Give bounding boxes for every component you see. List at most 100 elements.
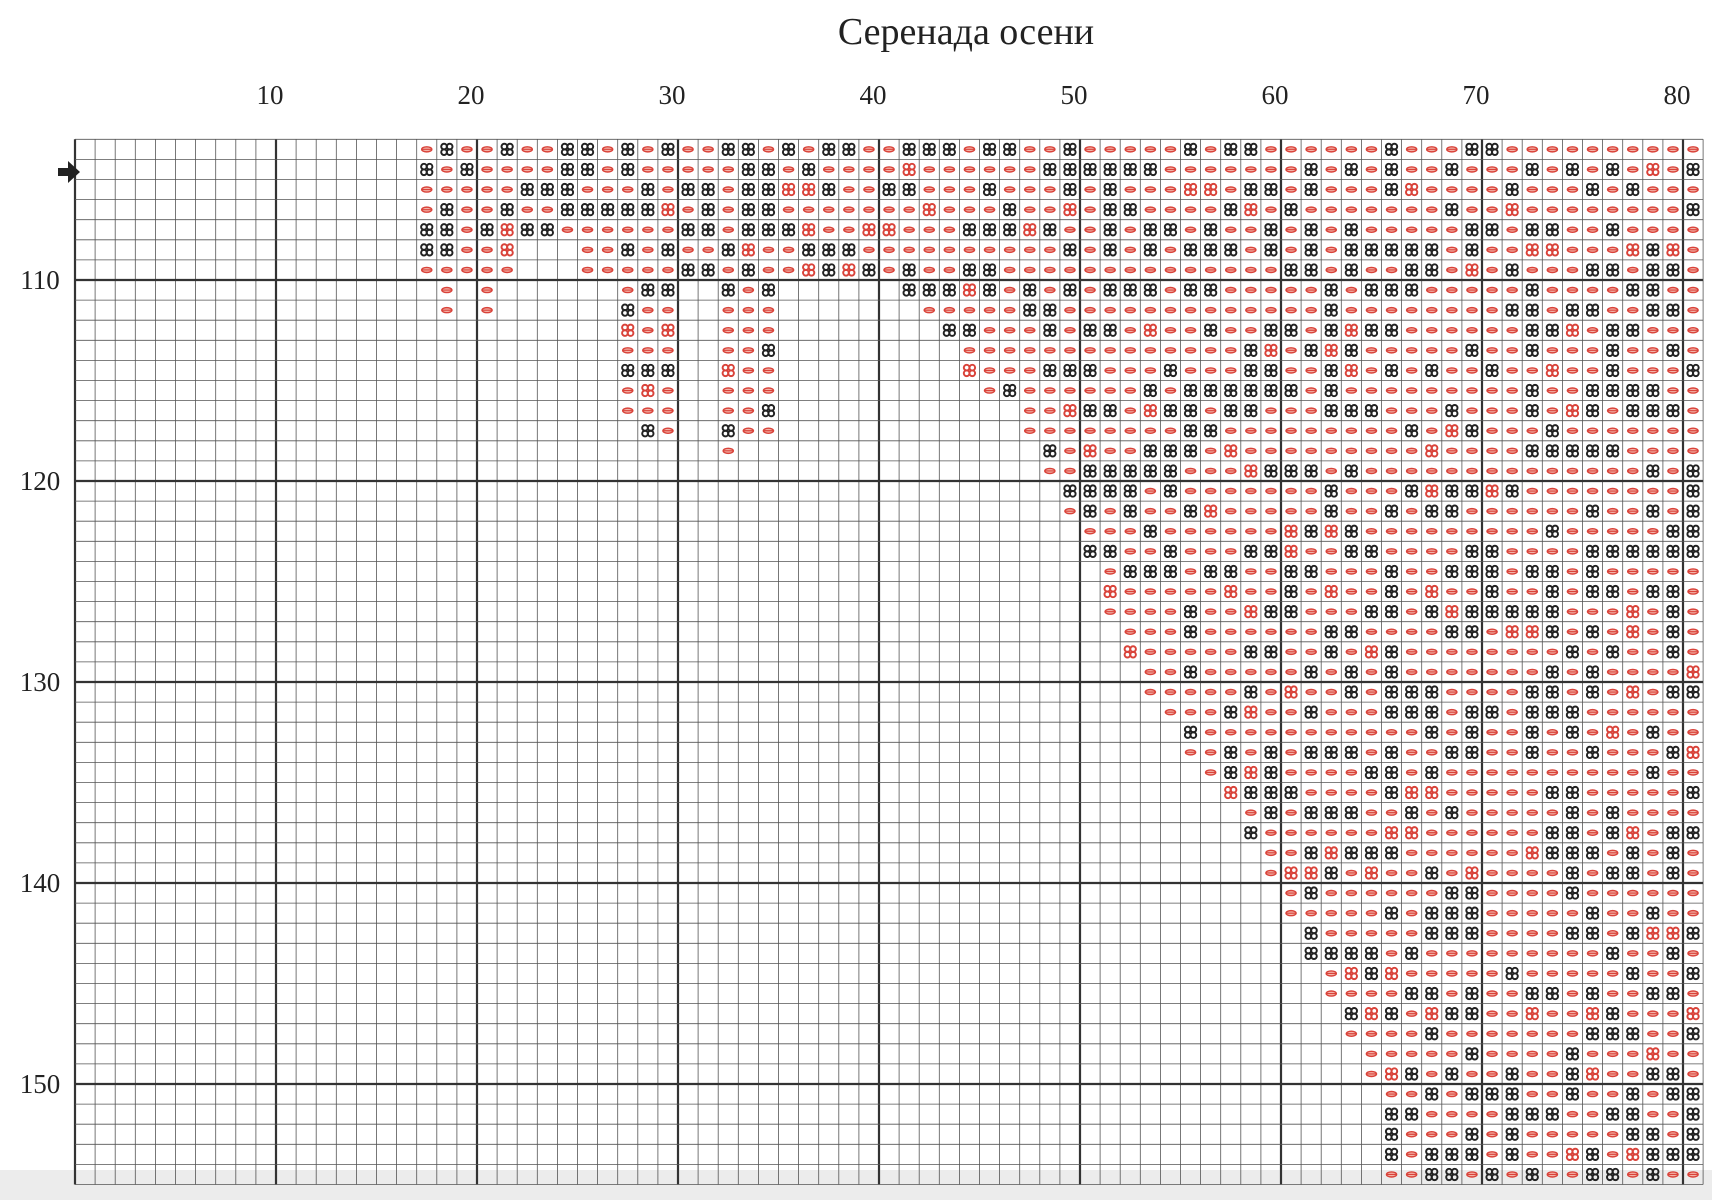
stitch-symbol [1104, 347, 1116, 354]
stitch-symbol [1405, 769, 1418, 776]
stitch-symbol [1606, 688, 1619, 696]
stitch-symbol [1647, 608, 1659, 615]
stitch-symbol [1446, 306, 1458, 314]
column-label: 60 [1262, 80, 1289, 110]
stitch-symbol [1385, 306, 1398, 314]
stitch-symbol [1365, 528, 1378, 535]
stitch-symbol [1044, 186, 1056, 193]
stitch-symbol [1566, 266, 1579, 274]
stitch-symbol [1003, 223, 1017, 237]
stitch-symbol [722, 266, 735, 274]
stitch-symbol [1345, 869, 1358, 877]
stitch-symbol [1304, 806, 1318, 820]
stitch-symbol [1365, 507, 1378, 515]
stitch-symbol [782, 206, 795, 213]
stitch-symbol [1044, 387, 1056, 394]
stitch-symbol [1384, 1107, 1399, 1121]
stitch-symbol [682, 146, 694, 153]
stitch-symbol [1466, 668, 1478, 676]
stitch-symbol [1606, 749, 1619, 756]
stitch-symbol [1344, 806, 1358, 820]
stitch-symbol [1385, 809, 1398, 816]
stitch-symbol [742, 387, 755, 394]
stitch-symbol [540, 182, 554, 197]
stitch-symbol [863, 186, 875, 193]
stitch-symbol [1244, 785, 1258, 800]
stitch-symbol [1566, 1110, 1579, 1118]
stitch-symbol [1626, 605, 1640, 619]
stitch-symbol [481, 186, 493, 193]
stitch-symbol [1405, 243, 1419, 257]
stitch-symbol [1526, 829, 1539, 836]
stitch-symbol [1506, 447, 1518, 455]
stitch-symbol [1305, 789, 1317, 796]
stitch-symbol [1646, 926, 1660, 940]
stitch-symbol [1446, 1030, 1458, 1037]
stitch-symbol [1083, 464, 1097, 478]
stitch-symbol [1606, 889, 1619, 897]
stitch-symbol [500, 243, 514, 257]
stitch-symbol [721, 142, 735, 156]
stitch-symbol [1164, 648, 1177, 656]
stitch-symbol [1647, 347, 1659, 354]
stitch-symbol [1285, 668, 1297, 676]
stitch-symbol [1224, 142, 1238, 156]
stitch-symbol [1626, 809, 1639, 816]
stitch-symbol [1285, 809, 1297, 816]
stitch-symbol [1686, 826, 1700, 840]
stitch-symbol [1686, 162, 1700, 177]
stitch-symbol [1647, 648, 1659, 656]
stitch-symbol [1365, 708, 1378, 716]
stitch-symbol [1486, 407, 1498, 414]
stitch-symbol [1244, 765, 1258, 780]
stitch-symbol [1405, 146, 1418, 153]
stitch-symbol [1123, 283, 1137, 297]
stitch-symbol [1545, 785, 1559, 800]
stitch-symbol [1124, 528, 1137, 535]
stitch-symbol [701, 263, 715, 277]
stitch-symbol [1606, 909, 1619, 917]
stitch-symbol [1425, 166, 1438, 173]
stitch-symbol [1446, 226, 1458, 233]
stitch-symbol [1585, 544, 1600, 558]
stitch-symbol [1606, 286, 1619, 294]
stitch-symbol [1304, 705, 1318, 719]
stitch-symbol [1345, 729, 1358, 736]
stitch-symbol [1405, 407, 1418, 414]
stitch-symbol [722, 447, 735, 455]
stitch-symbol [1365, 347, 1378, 354]
stitch-symbol [762, 427, 775, 434]
column-label: 50 [1061, 80, 1088, 110]
stitch-symbol [1506, 648, 1518, 656]
stitch-symbol [601, 246, 614, 254]
stitch-symbol [1164, 166, 1177, 173]
stitch-symbol [1385, 1030, 1398, 1037]
stitch-symbol [1324, 866, 1338, 880]
stitch-symbol [1506, 367, 1518, 374]
stitch-symbol [1365, 829, 1378, 836]
stitch-symbol [1265, 407, 1277, 414]
stitch-symbol [862, 223, 876, 237]
stitch-symbol [1466, 166, 1478, 173]
stitch-symbol [1466, 1171, 1478, 1178]
stitch-symbol [701, 203, 715, 217]
stitch-symbol [1384, 605, 1399, 619]
stitch-symbol [1446, 688, 1458, 696]
stitch-symbol [1064, 347, 1076, 354]
stitch-symbol [1646, 765, 1660, 780]
stitch-symbol [1425, 347, 1438, 354]
stitch-symbol [1245, 487, 1257, 495]
stitch-symbol [1486, 186, 1498, 193]
stitch-symbol [1525, 745, 1539, 759]
stitch-symbol [1466, 306, 1478, 314]
stitch-symbol [1667, 809, 1679, 816]
stitch-symbol [1466, 186, 1478, 193]
stitch-symbol [1384, 162, 1399, 177]
stitch-symbol [1545, 524, 1559, 538]
stitch-symbol [1466, 387, 1478, 394]
stitch-symbol [520, 223, 534, 237]
stitch-symbol [1566, 1171, 1579, 1178]
stitch-symbol [1405, 528, 1418, 535]
stitch-symbol [923, 306, 936, 314]
stitch-symbol [1647, 1110, 1659, 1118]
